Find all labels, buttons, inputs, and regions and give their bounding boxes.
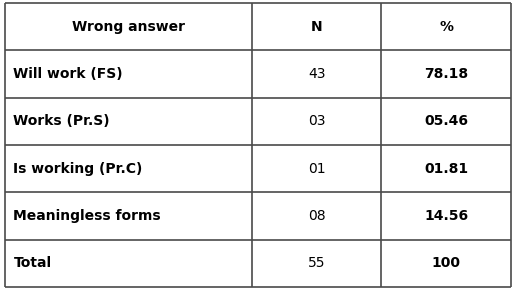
Text: 08: 08 [308,209,326,223]
Text: N: N [311,20,322,34]
Text: Will work (FS): Will work (FS) [13,67,123,81]
Text: 01.81: 01.81 [424,162,468,176]
Text: Total: Total [13,256,52,270]
Text: 05.46: 05.46 [424,114,468,128]
Text: 14.56: 14.56 [424,209,468,223]
Text: 01: 01 [308,162,326,176]
Text: Meaningless forms: Meaningless forms [13,209,161,223]
Text: Is working (Pr.C): Is working (Pr.C) [13,162,143,176]
Text: 03: 03 [308,114,326,128]
Text: Works (Pr.S): Works (Pr.S) [13,114,110,128]
Text: 78.18: 78.18 [424,67,468,81]
Text: 43: 43 [308,67,326,81]
Text: Wrong answer: Wrong answer [72,20,185,34]
Text: 100: 100 [431,256,461,270]
Text: %: % [439,20,453,34]
Text: 55: 55 [308,256,326,270]
